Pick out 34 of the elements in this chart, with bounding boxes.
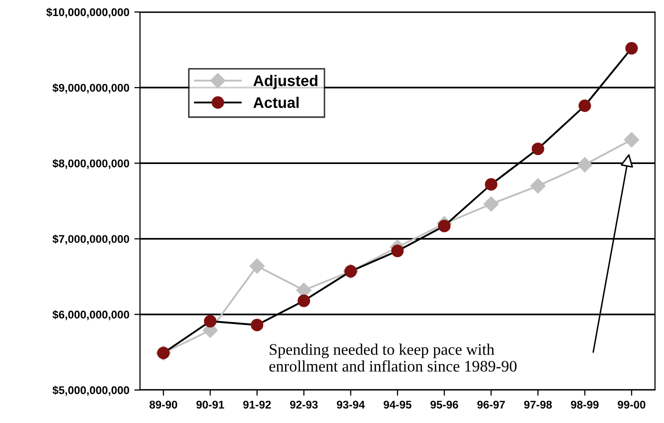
annotation: Spending needed to keep pace with enrollment and inflation since 1989-90 [269, 344, 517, 372]
y-tick-label: $7,000,000,000 [52, 234, 130, 245]
x-tick-label: 91-92 [243, 400, 271, 409]
legend-label: Actual [253, 96, 299, 108]
x-tick-label: 94-95 [384, 400, 412, 409]
point [484, 178, 498, 191]
point [578, 99, 592, 112]
x-tick-label: 95-96 [430, 400, 458, 409]
point [625, 42, 638, 55]
point [204, 314, 216, 328]
point [298, 294, 310, 308]
point [624, 132, 640, 148]
y-tick-label: $5,000,000,000 [52, 386, 130, 396]
x-tick-label: 89-90 [150, 400, 178, 409]
point [532, 142, 544, 156]
point [249, 258, 265, 274]
y-tick-label: $10,000,000,000 [46, 8, 130, 18]
point [250, 318, 264, 332]
y-tick-label: $6,000,000,000 [52, 310, 130, 320]
point [438, 220, 451, 232]
y-tick-label: $8,000,000,000 [52, 158, 130, 169]
legend-label: Adjusted [253, 74, 318, 90]
x-tick-label: 93-94 [336, 400, 365, 409]
x-tick-label: 96-97 [477, 400, 505, 409]
y-tick-label: $9,000,000,000 [52, 83, 130, 94]
point [484, 196, 499, 212]
point [530, 178, 546, 194]
point [577, 157, 592, 172]
x-tick-label: 90-91 [196, 400, 224, 409]
point [391, 244, 404, 258]
x-tick-label: 92-93 [290, 400, 318, 409]
x-tick-label: 98-99 [570, 400, 599, 409]
x-tick-label: 99-00 [618, 400, 646, 409]
x-tick-label: 97-98 [524, 400, 552, 409]
